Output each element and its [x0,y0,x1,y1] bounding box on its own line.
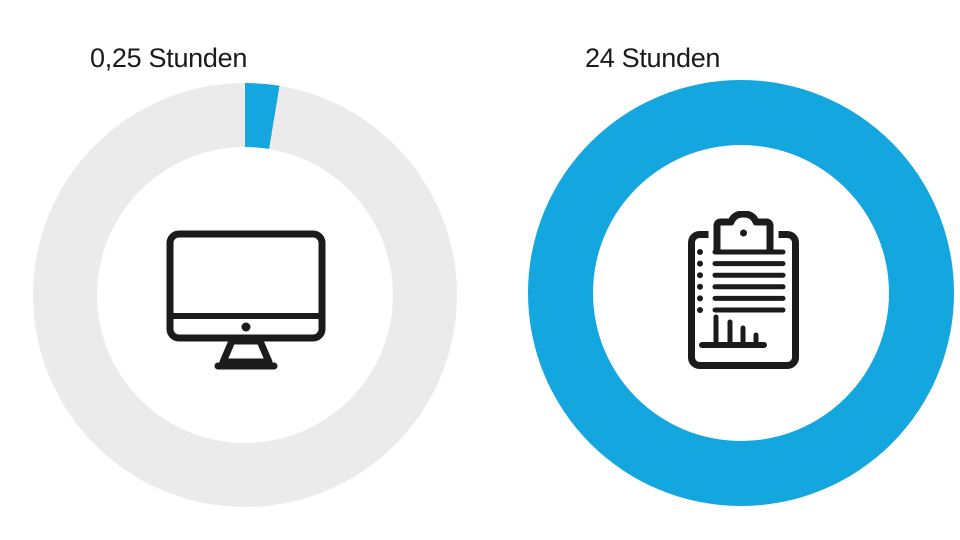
donut-hole [593,145,889,441]
monitor-frame [166,230,326,342]
chart-title-right: 24 Stunden [585,43,721,73]
monitor-stand [219,337,273,366]
clipboard-report-icon [688,211,799,369]
chart-title-left: 0,25 Stunden [90,43,248,73]
donut-hole [97,147,393,443]
clipboard-text-lines [697,249,786,313]
desktop-computer-icon [166,230,326,370]
donut-chart-quarter-hour [33,83,457,507]
clipboard-clip-dot [740,229,747,237]
donut-chart-full-day [528,80,954,506]
monitor-chin-dot [241,322,251,332]
clipboard-bar-chart [699,314,767,348]
